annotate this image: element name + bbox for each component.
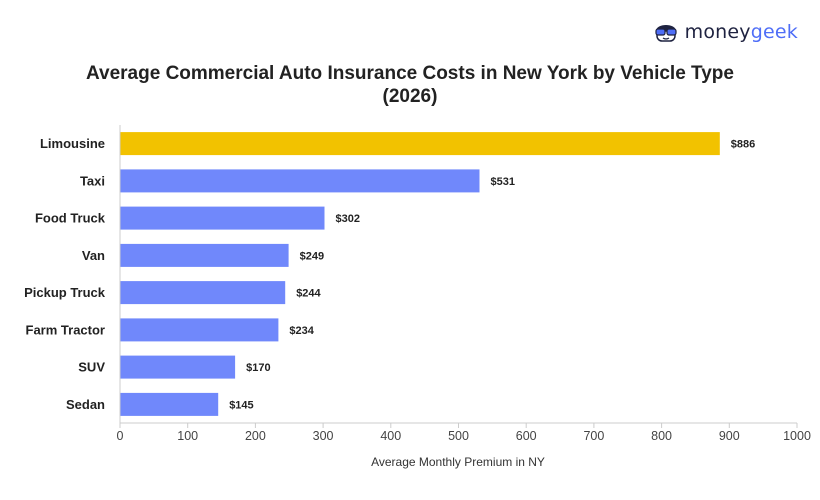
x-tick-label: 700 (583, 429, 604, 443)
category-label: SUV (78, 360, 105, 375)
bar-pickup-truck (120, 281, 286, 305)
bar-sedan (120, 392, 219, 416)
chart-title: Average Commercial Auto Insurance Costs … (86, 63, 734, 107)
category-label: Taxi (80, 173, 105, 188)
value-label: $531 (491, 176, 515, 188)
category-label: Sedan (66, 397, 105, 412)
category-label: Food Truck (35, 211, 106, 226)
x-tick-label: 1000 (783, 429, 811, 443)
value-label: $170 (246, 362, 270, 374)
x-axis-title: Average Monthly Premium in NY (371, 455, 545, 469)
category-label: Van (82, 248, 105, 263)
value-label: $249 (300, 250, 324, 262)
category-label: Limousine (40, 136, 105, 151)
bar-food-truck (120, 206, 325, 230)
brand-logo: moneygeek (653, 20, 798, 44)
value-label: $244 (296, 288, 321, 300)
x-tick-label: 900 (719, 429, 740, 443)
bar-van (120, 243, 289, 267)
category-label: Pickup Truck (24, 285, 106, 300)
bar-farm-tractor (120, 318, 279, 342)
value-label: $234 (289, 325, 314, 337)
x-tick-label: 0 (117, 429, 124, 443)
x-tick-label: 500 (448, 429, 469, 443)
value-label: $302 (336, 213, 360, 225)
brand-name-part1: money (684, 21, 751, 43)
value-label: $886 (731, 139, 755, 151)
brand-name-part2: geek (750, 21, 798, 43)
axes: 0 100 200 300 400 500 600 700 800 900 1000 (117, 125, 811, 443)
bar-taxi (120, 169, 480, 193)
bar-limousine (120, 132, 720, 156)
category-label: Farm Tractor (26, 322, 105, 337)
value-label: $145 (229, 399, 253, 411)
x-tick-label: 200 (245, 429, 266, 443)
brand-wordmark: moneygeek (685, 21, 798, 43)
bar-group: Limousine $886 Taxi $531 Food Truck $302 Van $2… (24, 132, 755, 416)
x-tick-label: 300 (313, 429, 334, 443)
moneygeek-glasses-face-icon (655, 25, 677, 42)
bar-suv (120, 355, 236, 379)
x-tick-label: 400 (380, 429, 401, 443)
x-tick-label: 600 (516, 429, 537, 443)
x-tick-label: 100 (177, 429, 198, 443)
x-tick-label: 800 (651, 429, 672, 443)
